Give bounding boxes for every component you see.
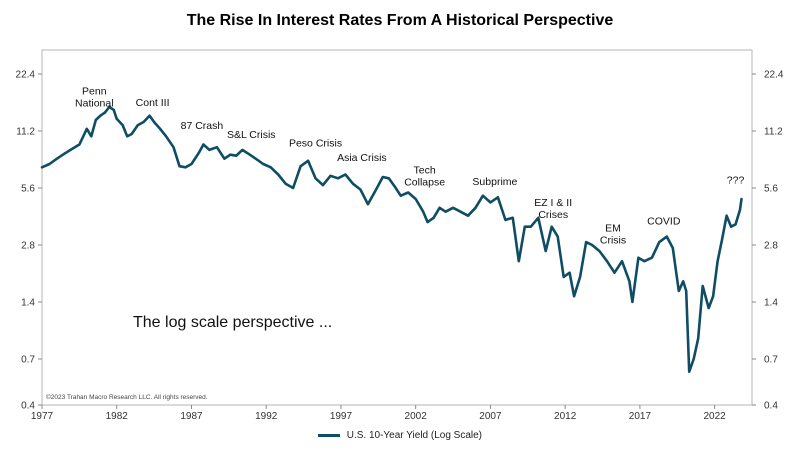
y-tick-label-left: 0.4: [21, 401, 35, 412]
x-tick-label: 1987: [180, 411, 203, 422]
series-line-10y-yield: [40, 105, 743, 374]
x-tick-label: 1977: [31, 411, 54, 422]
x-tick-label: 1992: [255, 411, 278, 422]
annotation-label: EM Crisis: [600, 222, 626, 246]
annotation-label: Asia Crisis: [337, 152, 387, 164]
x-tick-label: 1982: [106, 411, 129, 422]
series-layer: [40, 105, 743, 374]
y-tick-label-right: 0.4: [764, 401, 778, 412]
y-tick-label-left: 11.2: [16, 127, 35, 138]
annotation-label: Cont III: [136, 97, 170, 109]
y-tick-label-right: 22.4: [764, 70, 784, 81]
y-tick-label-left: 5.6: [21, 184, 35, 195]
legend-label: U.S. 10-Year Yield (Log Scale): [346, 430, 483, 441]
y-axis-right: 22.4 11.2 5.6 2.8 1.4 0.7 0.4: [752, 70, 784, 412]
x-tick-label: 2002: [405, 411, 428, 422]
x-tick-label: 2017: [629, 411, 652, 422]
annotation-label: Tech Collapse: [404, 164, 445, 188]
plot-area: [41, 49, 753, 406]
annotation-label: COVID: [647, 215, 681, 227]
chart-title: The Rise In Interest Rates From A Histor…: [186, 12, 614, 29]
annotation-label: ???: [727, 175, 745, 187]
chart-note: The log scale perspective ...: [133, 314, 332, 331]
y-tick-label-left: 22.4: [16, 70, 36, 81]
x-tick-label: 2007: [479, 411, 502, 422]
y-tick-label-right: 1.4: [764, 297, 778, 308]
annotation-label: Penn National: [75, 85, 114, 109]
legend-swatch: [317, 433, 340, 437]
x-tick-label: 1997: [330, 411, 353, 422]
annotation-label: Peso Crisis: [289, 137, 342, 149]
x-tick-label: 2012: [554, 411, 577, 422]
y-tick-label-right: 5.6: [764, 184, 778, 195]
y-tick-label-right: 0.7: [764, 354, 778, 365]
copyright-notice: ©2023 Trahan Macro Research LLC. All rig…: [46, 393, 208, 401]
annotation-label: S&L Crisis: [227, 129, 276, 141]
y-tick-label-right: 2.8: [764, 241, 778, 252]
annotation-label: 87 Crash: [181, 120, 224, 132]
legend: U.S. 10-Year Yield (Log Scale): [0, 430, 800, 441]
annotation-label: Subprime: [472, 176, 517, 188]
y-tick-label-right: 11.2: [764, 127, 783, 138]
y-axis-left: 22.4 11.2 5.6 2.8 1.4 0.7 0.4: [16, 70, 42, 412]
y-tick-label-left: 1.4: [21, 297, 35, 308]
y-tick-label-left: 0.7: [21, 354, 35, 365]
x-tick-label: 2022: [704, 411, 727, 422]
x-axis: 1977 1982 1987 1992 1997 2002 2007 2012 2017 2022: [31, 405, 726, 422]
y-tick-label-left: 2.8: [21, 241, 35, 252]
annotation-label: EZ I & II Crises: [534, 197, 572, 221]
